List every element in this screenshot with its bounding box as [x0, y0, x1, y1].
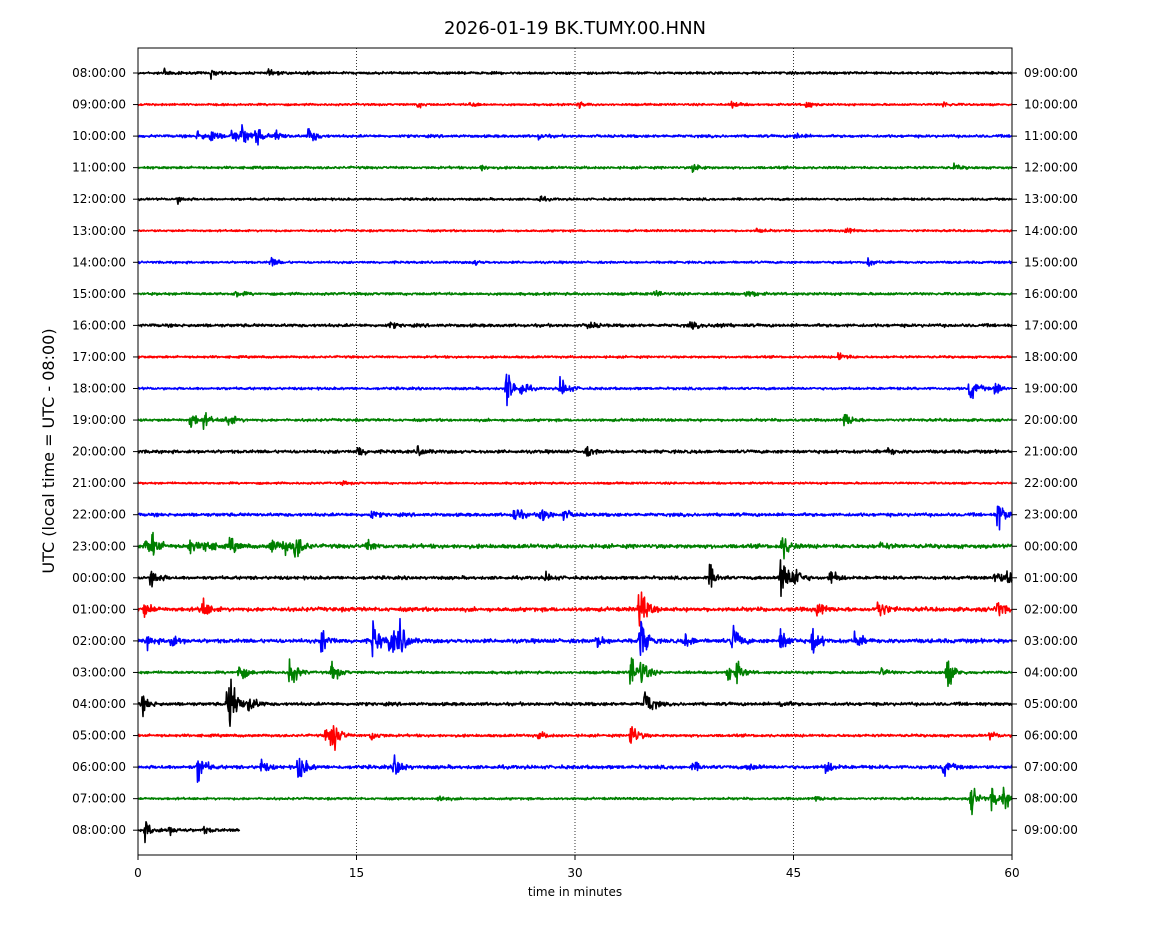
row-label-local-19: 04:00:00 [1024, 665, 1078, 679]
row-label-local-17: 02:00:00 [1024, 602, 1078, 616]
x-tick-label-3: 45 [786, 866, 801, 880]
trace-080000-24 [137, 821, 241, 844]
row-label-local-0: 09:00:00 [1024, 66, 1078, 80]
row-label-utc-4: 12:00:00 [72, 192, 126, 206]
row-label-local-3: 12:00:00 [1024, 161, 1078, 175]
trace-160000-8 [137, 321, 1013, 330]
trace-190000-11 [137, 411, 1013, 431]
row-label-utc-6: 14:00:00 [72, 255, 126, 269]
trace-180000-10 [137, 373, 1013, 407]
row-label-local-12: 21:00:00 [1024, 445, 1078, 459]
trace-230000-15 [137, 531, 1013, 560]
trace-070000-23 [137, 786, 1013, 816]
row-label-utc-9: 17:00:00 [72, 350, 126, 364]
row-label-utc-22: 06:00:00 [72, 760, 126, 774]
row-label-utc-19: 03:00:00 [72, 665, 126, 679]
x-tick-label-2: 30 [567, 866, 582, 880]
left-tick-labels: 08:00:00 09:00:00 10:00:00 11:00:00 12:00:00… [72, 66, 138, 837]
row-label-local-11: 20:00:00 [1024, 413, 1078, 427]
trace-140000-6 [137, 256, 1013, 267]
row-label-local-20: 05:00:00 [1024, 697, 1078, 711]
trace-020000-18 [137, 617, 1013, 658]
row-label-utc-2: 10:00:00 [72, 129, 126, 143]
x-tick-label-4: 60 [1004, 866, 1019, 880]
trace-040000-20 [137, 678, 1013, 727]
row-label-local-9: 18:00:00 [1024, 350, 1078, 364]
trace-100000-2 [137, 124, 1013, 146]
row-label-local-6: 15:00:00 [1024, 255, 1078, 269]
row-label-utc-17: 01:00:00 [72, 602, 126, 616]
y-axis-label: UTC (local time = UTC - 08:00) [39, 328, 58, 573]
row-label-local-8: 17:00:00 [1024, 318, 1078, 332]
row-label-utc-1: 09:00:00 [72, 98, 126, 112]
row-label-local-1: 10:00:00 [1024, 98, 1078, 112]
right-tick-labels: 09:00:00 10:00:00 11:00:00 12:00:00 13:00:00… [1012, 66, 1078, 837]
trace-130000-5 [137, 227, 1013, 234]
row-label-utc-15: 23:00:00 [72, 539, 126, 553]
trace-080000-0 [137, 67, 1013, 80]
row-label-local-23: 08:00:00 [1024, 792, 1078, 806]
row-label-local-21: 06:00:00 [1024, 729, 1078, 743]
row-label-utc-23: 07:00:00 [72, 792, 126, 806]
row-label-utc-0: 08:00:00 [72, 66, 126, 80]
x-tick-label-0: 0 [134, 866, 142, 880]
row-label-local-7: 16:00:00 [1024, 287, 1078, 301]
row-label-local-13: 22:00:00 [1024, 476, 1078, 490]
row-label-utc-11: 19:00:00 [72, 413, 126, 427]
trace-120000-4 [137, 195, 1013, 205]
row-label-utc-5: 13:00:00 [72, 224, 126, 238]
trace-200000-12 [137, 444, 1013, 457]
row-label-utc-13: 21:00:00 [72, 476, 126, 490]
trace-010000-17 [137, 591, 1013, 627]
row-label-utc-21: 05:00:00 [72, 729, 126, 743]
trace-210000-13 [137, 480, 1013, 487]
row-label-local-18: 03:00:00 [1024, 634, 1078, 648]
row-label-local-2: 11:00:00 [1024, 129, 1078, 143]
x-tick-labels: 0 15 30 45 60 [134, 855, 1020, 880]
trace-150000-7 [137, 289, 1013, 298]
trace-030000-19 [137, 657, 1013, 688]
row-label-utc-8: 16:00:00 [72, 318, 126, 332]
row-label-local-22: 07:00:00 [1024, 760, 1078, 774]
row-label-utc-7: 15:00:00 [72, 287, 126, 301]
x-axis-label: time in minutes [528, 885, 622, 899]
trace-layer [137, 67, 1013, 844]
row-label-utc-20: 04:00:00 [72, 697, 126, 711]
row-label-local-4: 13:00:00 [1024, 192, 1078, 206]
chart-title: 2026-01-19 BK.TUMY.00.HNN [444, 18, 706, 39]
grid-layer [356, 48, 794, 855]
trace-110000-3 [137, 162, 1013, 174]
trace-220000-14 [137, 505, 1013, 531]
trace-170000-9 [137, 352, 1013, 361]
row-label-utc-3: 11:00:00 [72, 161, 126, 175]
row-label-utc-24: 08:00:00 [72, 823, 126, 837]
trace-060000-22 [137, 754, 1013, 783]
trace-050000-21 [137, 725, 1013, 752]
row-label-utc-10: 18:00:00 [72, 382, 126, 396]
trace-090000-1 [137, 100, 1013, 109]
trace-000000-16 [137, 559, 1013, 598]
plot-frame [137, 47, 1013, 856]
row-label-local-15: 00:00:00 [1024, 539, 1078, 553]
row-label-local-5: 14:00:00 [1024, 224, 1078, 238]
x-tick-label-1: 15 [349, 866, 364, 880]
row-label-local-10: 19:00:00 [1024, 382, 1078, 396]
row-label-utc-12: 20:00:00 [72, 445, 126, 459]
row-label-utc-14: 22:00:00 [72, 508, 126, 522]
row-label-utc-18: 02:00:00 [72, 634, 126, 648]
row-label-local-14: 23:00:00 [1024, 508, 1078, 522]
row-label-local-24: 09:00:00 [1024, 823, 1078, 837]
row-label-utc-16: 00:00:00 [72, 571, 126, 585]
row-label-local-16: 01:00:00 [1024, 571, 1078, 585]
